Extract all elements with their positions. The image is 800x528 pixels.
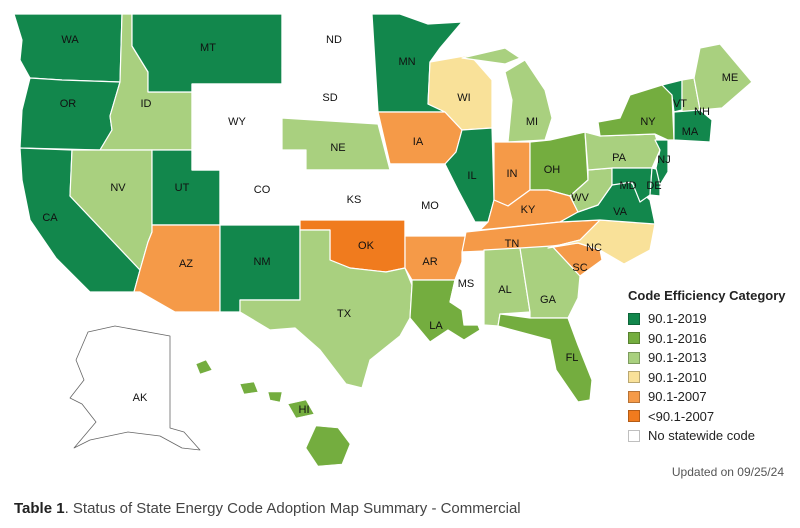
legend-label: 90.1-2007	[648, 389, 707, 405]
state-label-MS: MS	[458, 278, 475, 290]
state-label-KY: KY	[521, 204, 536, 216]
state-WA[interactable]	[13, 13, 123, 83]
state-label-MO: MO	[421, 200, 439, 212]
caption-text: . Status of State Energy Code Adoption M…	[64, 500, 521, 517]
state-MA[interactable]	[673, 109, 713, 143]
legend-label: No statewide code	[648, 428, 755, 444]
state-AK[interactable]	[69, 325, 201, 451]
legend: Code Efficiency Category 90.1-2019 90.1-…	[628, 288, 798, 446]
legend-label: 90.1-2013	[648, 350, 707, 366]
state-label-ND: ND	[326, 34, 342, 46]
state-NY[interactable]	[597, 84, 675, 141]
state-label-GA: GA	[540, 294, 557, 306]
state-label-LA: LA	[429, 320, 443, 332]
state-label-UT: UT	[175, 182, 190, 194]
state-label-CO: CO	[254, 184, 271, 196]
state-label-HI: HI	[299, 404, 310, 416]
state-label-NJ: NJ	[657, 154, 670, 166]
state-label-WA: WA	[61, 34, 79, 46]
state-label-VA: VA	[613, 206, 628, 218]
state-NM[interactable]	[219, 224, 301, 313]
caption: Table 1. Status of State Energy Code Ado…	[14, 500, 521, 517]
legend-item-2007: 90.1-2007	[628, 387, 798, 407]
state-label-OH: OH	[544, 164, 561, 176]
state-label-NC: NC	[586, 242, 602, 254]
state-label-MD: MD	[619, 180, 636, 192]
state-label-VT: VT	[673, 98, 687, 110]
legend-item-none: No statewide code	[628, 426, 798, 446]
state-label-WV: WV	[571, 192, 589, 204]
state-FL[interactable]	[497, 313, 593, 403]
state-label-DE: DE	[646, 180, 661, 192]
legend-swatch	[628, 371, 640, 384]
state-label-AZ: AZ	[179, 258, 193, 270]
state-label-NM: NM	[253, 256, 270, 268]
state-label-MT: MT	[200, 42, 216, 54]
legend-title: Code Efficiency Category	[628, 288, 786, 303]
state-label-MN: MN	[398, 56, 415, 68]
state-label-NE: NE	[330, 142, 345, 154]
us-state-map: WA OR CA ID MT NV UT WY CO AZ NM ND SD NE KS OK TX MN IA MO…	[13, 13, 753, 467]
state-VT[interactable]	[661, 79, 683, 113]
state-label-SD: SD	[322, 92, 337, 104]
state-label-AL: AL	[498, 284, 511, 296]
legend-label: 90.1-2016	[648, 330, 707, 346]
state-MI[interactable]	[461, 47, 553, 143]
legend-label: <90.1-2007	[648, 408, 715, 424]
state-label-IN: IN	[507, 168, 518, 180]
legend-item-2010: 90.1-2010	[628, 368, 798, 388]
state-label-OK: OK	[358, 240, 375, 252]
legend-item-2019: 90.1-2019	[628, 309, 798, 329]
legend-swatch	[628, 390, 640, 403]
legend-swatch	[628, 351, 640, 364]
legend-label: 90.1-2010	[648, 369, 707, 385]
legend-item-2016: 90.1-2016	[628, 329, 798, 349]
legend-label: 90.1-2019	[648, 311, 707, 327]
state-label-ID: ID	[141, 98, 152, 110]
state-label-WY: WY	[228, 116, 246, 128]
state-label-ME: ME	[722, 72, 739, 84]
state-label-SC: SC	[572, 262, 587, 274]
state-label-CA: CA	[42, 212, 58, 224]
state-label-IA: IA	[413, 136, 424, 148]
updated-note: Updated on 09/25/24	[671, 465, 784, 479]
state-TX[interactable]	[239, 229, 413, 389]
state-label-AK: AK	[133, 392, 148, 404]
state-label-WI: WI	[457, 92, 470, 104]
state-label-MI: MI	[526, 116, 538, 128]
state-NC[interactable]	[547, 219, 656, 265]
legend-item-2013: 90.1-2013	[628, 348, 798, 368]
state-label-NV: NV	[110, 182, 126, 194]
legend-swatch	[628, 312, 640, 325]
legend-item-lt2007: <90.1-2007	[628, 407, 798, 427]
state-label-NH: NH	[694, 106, 710, 118]
state-label-TX: TX	[337, 308, 352, 320]
state-label-OR: OR	[60, 98, 77, 110]
caption-prefix: Table 1	[14, 500, 65, 517]
legend-swatch	[628, 332, 640, 345]
state-IL[interactable]	[444, 127, 495, 223]
state-HI[interactable]	[195, 359, 351, 467]
state-label-NY: NY	[640, 116, 656, 128]
state-label-AR: AR	[422, 256, 437, 268]
state-label-PA: PA	[612, 152, 627, 164]
state-OR[interactable]	[19, 77, 121, 151]
legend-swatch	[628, 410, 640, 423]
state-label-FL: FL	[566, 352, 579, 364]
state-label-MA: MA	[682, 126, 699, 138]
state-label-TN: TN	[505, 238, 520, 250]
state-label-KS: KS	[347, 194, 362, 206]
state-label-IL: IL	[467, 170, 476, 182]
legend-swatch	[628, 429, 640, 442]
